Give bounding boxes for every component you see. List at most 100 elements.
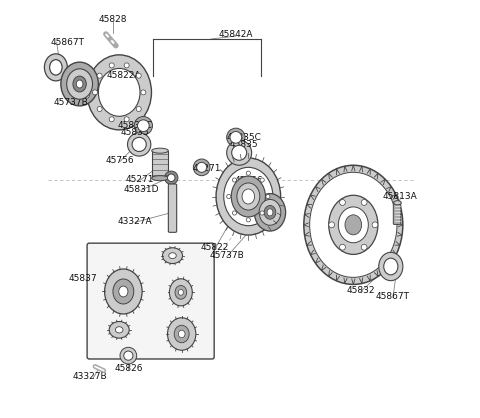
Circle shape <box>227 140 252 165</box>
Ellipse shape <box>49 60 62 75</box>
Ellipse shape <box>259 199 281 225</box>
FancyBboxPatch shape <box>168 184 177 232</box>
Text: 45832: 45832 <box>347 286 375 295</box>
Text: 45867T: 45867T <box>50 38 84 47</box>
Circle shape <box>193 159 210 176</box>
Circle shape <box>246 171 251 175</box>
Text: 45842A: 45842A <box>218 30 253 38</box>
Ellipse shape <box>115 327 123 333</box>
Circle shape <box>361 244 367 250</box>
Circle shape <box>197 162 207 172</box>
Ellipse shape <box>237 183 260 210</box>
Ellipse shape <box>329 195 378 255</box>
Ellipse shape <box>338 207 368 243</box>
Circle shape <box>136 73 141 78</box>
Circle shape <box>260 211 264 215</box>
Circle shape <box>137 120 149 132</box>
Circle shape <box>165 171 178 184</box>
Circle shape <box>141 90 146 95</box>
Circle shape <box>246 218 251 222</box>
Text: 43327B: 43327B <box>72 372 108 381</box>
Ellipse shape <box>310 172 397 278</box>
Ellipse shape <box>119 286 128 297</box>
Ellipse shape <box>174 325 189 343</box>
Circle shape <box>124 63 129 68</box>
Ellipse shape <box>379 252 403 280</box>
Circle shape <box>134 117 153 135</box>
Ellipse shape <box>82 82 93 103</box>
Ellipse shape <box>73 76 86 92</box>
FancyBboxPatch shape <box>87 243 214 359</box>
Circle shape <box>168 174 175 181</box>
Ellipse shape <box>113 279 134 304</box>
Text: 45835C: 45835C <box>227 133 262 142</box>
Circle shape <box>232 145 247 160</box>
Ellipse shape <box>345 215 361 235</box>
Text: 45813A: 45813A <box>383 192 418 201</box>
Circle shape <box>132 138 146 151</box>
Ellipse shape <box>152 148 168 153</box>
Circle shape <box>339 244 346 250</box>
Ellipse shape <box>84 87 90 98</box>
Circle shape <box>109 63 114 68</box>
Ellipse shape <box>216 158 281 235</box>
Ellipse shape <box>242 189 254 204</box>
Ellipse shape <box>394 201 401 205</box>
Ellipse shape <box>109 321 129 338</box>
Circle shape <box>232 211 237 215</box>
Circle shape <box>329 222 335 228</box>
Ellipse shape <box>76 80 83 88</box>
Circle shape <box>260 178 264 182</box>
Text: 45828: 45828 <box>99 15 127 24</box>
Ellipse shape <box>87 55 152 130</box>
Ellipse shape <box>179 289 183 295</box>
Ellipse shape <box>175 285 187 299</box>
Text: 45835: 45835 <box>120 128 149 137</box>
Ellipse shape <box>168 318 196 350</box>
Text: 45737B: 45737B <box>209 251 244 260</box>
Ellipse shape <box>254 194 286 231</box>
Text: 45271: 45271 <box>192 164 221 173</box>
Circle shape <box>227 194 231 199</box>
Circle shape <box>136 107 141 112</box>
FancyBboxPatch shape <box>393 202 401 224</box>
Circle shape <box>128 133 151 156</box>
Text: 45756: 45756 <box>106 156 134 165</box>
Ellipse shape <box>61 62 98 106</box>
Ellipse shape <box>384 258 398 275</box>
Circle shape <box>361 199 367 205</box>
Ellipse shape <box>264 206 276 219</box>
Ellipse shape <box>224 167 273 226</box>
Circle shape <box>97 73 102 78</box>
Text: 45837: 45837 <box>68 275 97 283</box>
Text: 45826: 45826 <box>114 364 143 372</box>
Ellipse shape <box>267 209 273 216</box>
Circle shape <box>230 132 241 143</box>
Text: 43327A: 43327A <box>118 217 152 226</box>
Ellipse shape <box>231 176 265 217</box>
Circle shape <box>124 117 129 122</box>
Circle shape <box>227 128 245 146</box>
Bar <box>152 150 168 178</box>
Text: 45835C: 45835C <box>118 121 153 130</box>
Text: 45831D: 45831D <box>123 184 158 194</box>
Circle shape <box>109 117 114 122</box>
Text: 45756: 45756 <box>235 176 264 185</box>
Ellipse shape <box>45 54 67 81</box>
Text: 45835: 45835 <box>230 140 258 149</box>
Circle shape <box>339 199 346 205</box>
Ellipse shape <box>152 176 168 181</box>
Text: 45867T: 45867T <box>376 292 410 301</box>
Text: 45271: 45271 <box>126 174 154 184</box>
Text: 45737B: 45737B <box>53 98 88 107</box>
Ellipse shape <box>105 269 142 314</box>
Ellipse shape <box>67 69 93 99</box>
Circle shape <box>97 107 102 112</box>
Ellipse shape <box>163 248 182 264</box>
Ellipse shape <box>98 69 140 116</box>
Circle shape <box>372 222 378 228</box>
Ellipse shape <box>304 165 403 284</box>
Circle shape <box>124 351 133 360</box>
Text: 45822A: 45822A <box>106 71 141 80</box>
Text: 45822: 45822 <box>201 243 229 252</box>
